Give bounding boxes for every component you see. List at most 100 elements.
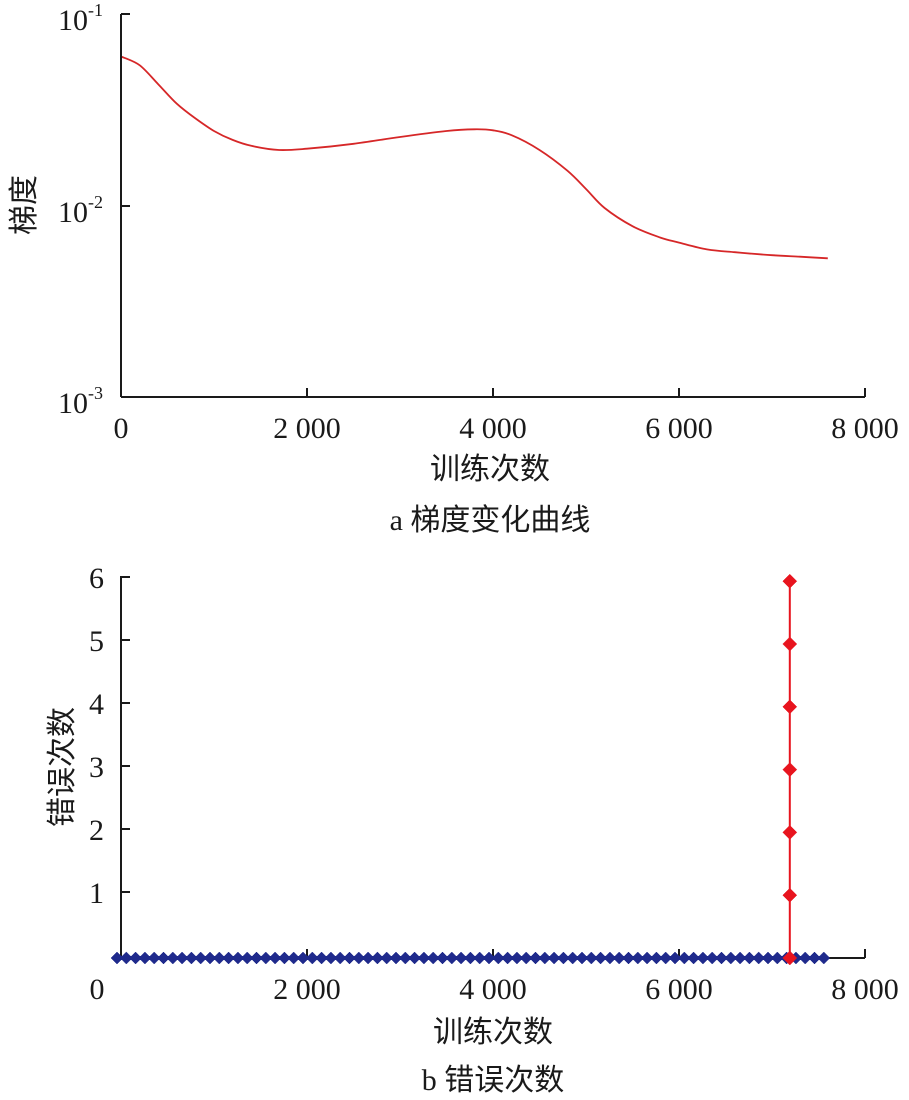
zero-error-marker (278, 951, 291, 965)
zero-error-marker (426, 951, 440, 965)
zero-error-marker (510, 951, 524, 965)
zero-error-marker (408, 951, 421, 965)
panel-b-y-tick-label: 2 (89, 814, 104, 847)
zero-error-marker (491, 951, 505, 965)
panel-a-x-tick-label: 4 000 (459, 412, 527, 445)
zero-error-marker (259, 951, 273, 965)
zero-error-marker (594, 951, 607, 965)
zero-error-marker (398, 951, 412, 965)
error-count-marker (782, 762, 798, 777)
zero-error-marker (110, 951, 124, 965)
zero-error-marker (547, 951, 561, 965)
zero-error-marker (305, 951, 319, 965)
panel-a-y-axis-label: 梯度 (8, 175, 41, 235)
zero-error-marker (138, 951, 152, 965)
panel-a-line-series (120, 55, 828, 260)
panel-b-x-tick-label: 8 000 (831, 973, 899, 1006)
panel-b-x-tick-label: 2 000 (273, 973, 341, 1006)
panel-a-x-axis-label: 训练次数 (430, 453, 550, 486)
zero-error-marker (650, 951, 663, 965)
zero-error-marker (724, 951, 738, 965)
zero-error-marker (268, 951, 282, 965)
zero-error-marker (417, 951, 431, 965)
zero-error-marker (436, 951, 449, 965)
panel-a-x-tick-label: 2 000 (273, 412, 341, 445)
error-count-marker (782, 573, 798, 589)
zero-error-marker (575, 951, 589, 965)
zero-error-marker (240, 951, 254, 965)
zero-error-marker (761, 951, 775, 965)
zero-error-marker (557, 951, 570, 965)
zero-error-marker (538, 951, 552, 965)
panel-a-caption: a 梯度变化曲线 (390, 504, 591, 537)
zero-error-marker (659, 951, 673, 965)
zero-error-marker (733, 951, 747, 965)
zero-error-marker (315, 951, 328, 965)
panel-b-y-tick-label: 4 (89, 688, 104, 721)
zero-error-marker (389, 951, 403, 965)
zero-error-marker (668, 951, 682, 965)
zero-error-marker (250, 951, 263, 965)
zero-error-marker (473, 951, 487, 965)
panel-b-x-tick-label: 6 000 (645, 973, 713, 1006)
panel-b-y-axis-label: 错误次数 (46, 707, 79, 827)
panel-b-x-tick-label: 0 (90, 973, 105, 1006)
panel-a: 10-1 10-2 10-3 0 2 000 4 000 6 000 8 000… (8, 0, 899, 537)
zero-error-marker (333, 951, 347, 965)
zero-error-marker (203, 951, 217, 965)
zero-error-marker (157, 951, 170, 965)
zero-error-marker (119, 951, 133, 965)
zero-error-marker (445, 951, 459, 965)
zero-error-marker (687, 951, 700, 965)
error-count-marker (782, 887, 798, 903)
zero-error-marker (194, 951, 208, 965)
zero-error-marker (808, 951, 821, 965)
panel-b-y-tick-label: 3 (89, 751, 104, 784)
zero-error-marker (454, 951, 468, 965)
zero-error-marker (352, 951, 366, 965)
panel-a-x-tick-label: 0 (114, 412, 129, 445)
panel-b-y-tick-label: 6 (89, 562, 104, 595)
panel-b-x-axis-label: 训练次数 (433, 1016, 553, 1049)
zero-error-marker (631, 951, 645, 965)
zero-error-marker (129, 951, 142, 965)
panel-a-y-tick-label: 10-1 (58, 0, 103, 37)
zero-error-marker (705, 951, 719, 965)
panel-b-caption: b 错误次数 (422, 1064, 565, 1097)
panel-a-x-tick-label: 8 000 (831, 412, 899, 445)
zero-error-marker (519, 951, 533, 965)
zero-error-marker (231, 951, 245, 965)
panel-a-y-tick-label: 10-3 (58, 383, 103, 420)
zero-error-marker (482, 951, 496, 965)
zero-error-marker (287, 951, 301, 965)
zero-error-marker (752, 951, 766, 965)
zero-error-marker (166, 951, 180, 965)
zero-error-marker (222, 951, 235, 965)
zero-error-marker (464, 951, 477, 965)
zero-error-marker (380, 951, 394, 965)
zero-error-marker (175, 951, 189, 965)
zero-error-marker (212, 951, 226, 965)
zero-error-marker (584, 951, 598, 965)
zero-error-marker (612, 951, 626, 965)
panel-b-marks (110, 573, 831, 966)
panel-b-y-tick-label: 1 (89, 877, 104, 910)
zero-error-marker (798, 951, 812, 965)
zero-error-marker (770, 951, 784, 965)
zero-error-marker (361, 951, 375, 965)
zero-error-marker (343, 951, 356, 965)
zero-error-marker (622, 951, 635, 965)
zero-error-marker (640, 951, 654, 965)
zero-error-marker (324, 951, 338, 965)
zero-error-marker (501, 951, 514, 965)
panel-b-y-tick-label: 5 (89, 625, 104, 658)
gradient-curve (120, 55, 828, 260)
zero-error-marker (185, 951, 198, 965)
zero-error-marker (296, 951, 310, 965)
zero-error-marker (566, 951, 580, 965)
zero-error-marker (677, 951, 691, 965)
panel-a-x-tick-label: 6 000 (645, 412, 713, 445)
zero-error-marker (715, 951, 728, 965)
error-count-marker (782, 825, 798, 840)
